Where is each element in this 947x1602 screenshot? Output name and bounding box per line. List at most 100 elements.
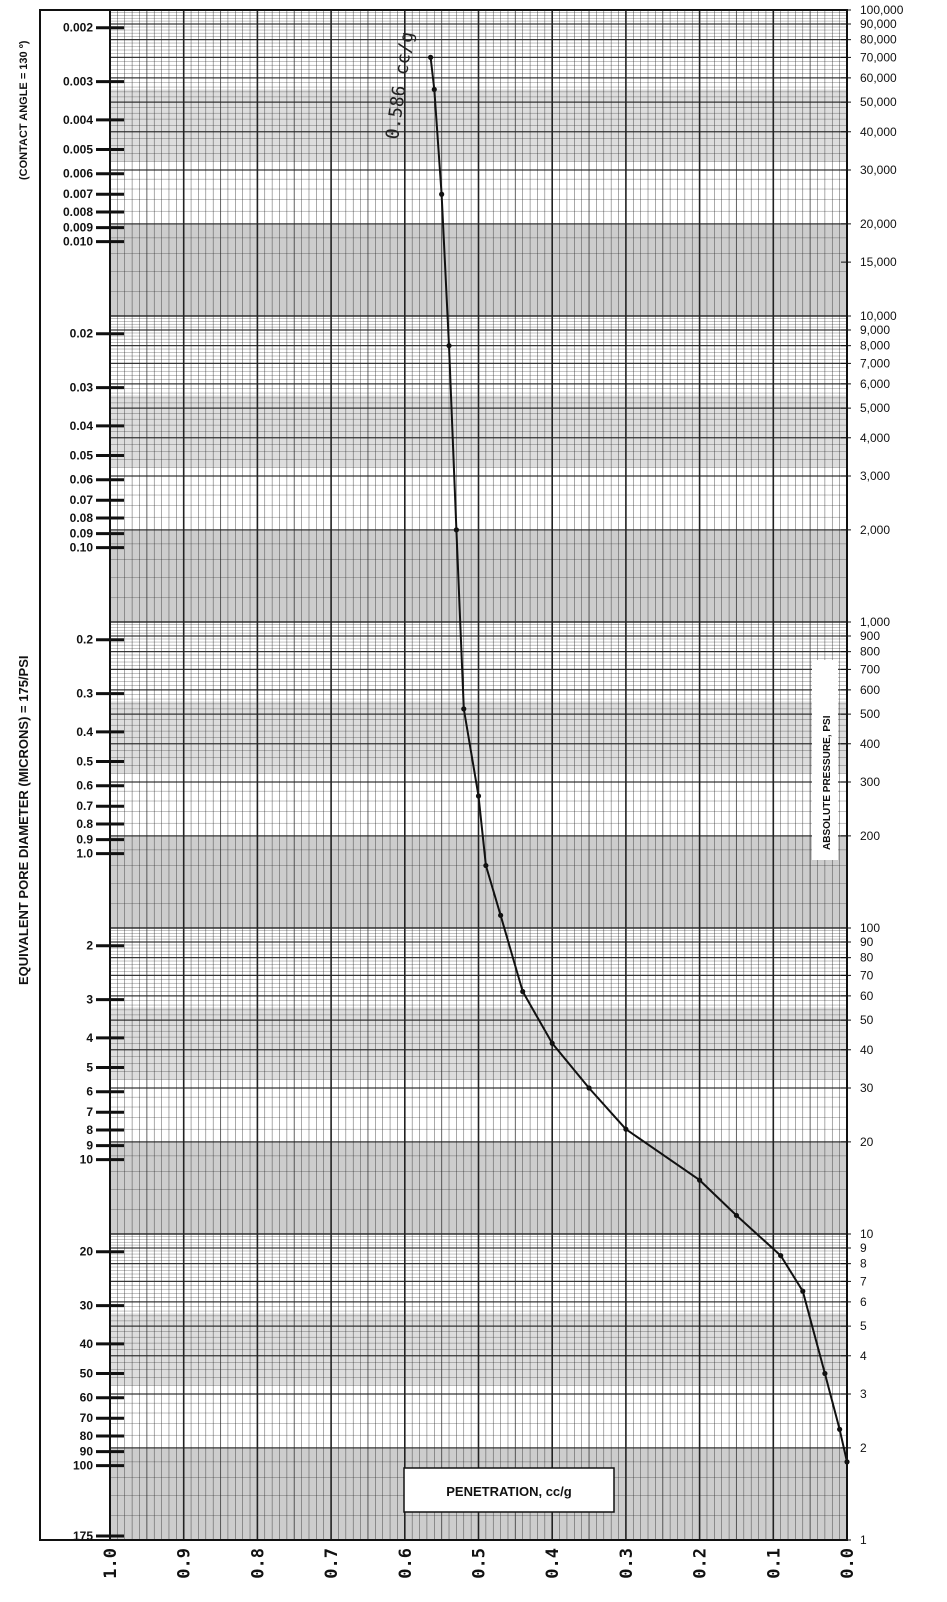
diameter-tick-label: 0.003 xyxy=(63,75,93,89)
diameter-tick-label: 0.08 xyxy=(70,511,94,525)
diameter-tick-label: 80 xyxy=(80,1429,94,1443)
data-point xyxy=(483,862,489,869)
diameter-tick-label: 1.0 xyxy=(76,847,93,861)
pressure-tick-label: 70,000 xyxy=(860,50,897,64)
pressure-tick-label: 900 xyxy=(860,629,880,643)
data-point xyxy=(837,1426,843,1432)
diameter-tick-label: 7 xyxy=(86,1105,93,1119)
data-point xyxy=(800,1288,806,1294)
pressure-tick-label: 100,000 xyxy=(860,3,904,17)
pressure-tick-label: 40,000 xyxy=(860,125,897,139)
data-point xyxy=(844,1459,850,1465)
diameter-tick-label: 70 xyxy=(80,1411,94,1425)
diameter-tick-label: 0.008 xyxy=(63,205,93,219)
pressure-tick-label: 60 xyxy=(860,989,874,1003)
diameter-tick-label: 0.010 xyxy=(63,235,93,249)
pressure-tick-label: 300 xyxy=(860,775,880,789)
penetration-tick-label: 0.3 xyxy=(617,1548,637,1579)
data-point xyxy=(520,988,526,995)
diameter-tick-label: 4 xyxy=(86,1031,93,1045)
pressure-tick-label: 500 xyxy=(860,707,880,721)
diameter-tick-label: 90 xyxy=(80,1445,94,1459)
pressure-tick-label: 90,000 xyxy=(860,17,897,31)
pressure-tick-label: 8 xyxy=(860,1257,867,1271)
penetration-tick-label: 1.0 xyxy=(101,1548,121,1579)
data-point xyxy=(461,706,467,712)
x-title-box xyxy=(403,1467,615,1513)
pressure-tick-label: 1,000 xyxy=(860,615,890,629)
diameter-tick-label: 0.006 xyxy=(63,167,93,181)
diameter-tick-label: 30 xyxy=(80,1299,94,1313)
diameter-tick-label: 60 xyxy=(80,1391,94,1405)
penetration-tick-label: 0.8 xyxy=(248,1548,268,1579)
diameter-tick-label: 6 xyxy=(86,1085,93,1099)
diameter-tick-label: 0.005 xyxy=(63,143,93,157)
right-axis-title: ABSOLUTE PRESSURE, PSI xyxy=(822,715,833,850)
data-point xyxy=(586,1085,592,1091)
pressure-tick-label: 1 xyxy=(860,1533,867,1547)
penetration-tick-label: 0.9 xyxy=(175,1548,195,1579)
diameter-tick-label: 0.7 xyxy=(76,799,93,813)
pressure-tick-label: 4 xyxy=(860,1349,867,1363)
pressure-tick-label: 9,000 xyxy=(860,323,890,337)
penetration-tick-label: 0.1 xyxy=(764,1548,784,1579)
pressure-tick-label: 3,000 xyxy=(860,469,890,483)
diameter-tick-label: 20 xyxy=(80,1245,94,1259)
diameter-tick-label: 0.6 xyxy=(76,779,93,793)
intrusion-curve-layer xyxy=(427,54,850,1465)
data-point xyxy=(439,191,445,197)
pressure-title-box xyxy=(812,660,838,860)
x-axis-title: PENETRATION, cc/g xyxy=(446,1484,572,1499)
diameter-tick-label: 5 xyxy=(86,1061,93,1075)
diameter-tick-label: 0.9 xyxy=(76,833,93,847)
pressure-tick-label: 200 xyxy=(860,829,880,843)
left-axis-title: EQUIVALENT PORE DIAMETER (MICRONS) = 175… xyxy=(16,655,31,985)
diameter-tick-label: 8 xyxy=(86,1123,93,1137)
penetration-tick-label: 0.5 xyxy=(470,1548,490,1579)
pressure-tick-label: 10 xyxy=(860,1227,874,1241)
pressure-tick-label: 80,000 xyxy=(860,33,897,47)
pressure-tick-label: 15,000 xyxy=(860,255,897,269)
pressure-tick-label: 50,000 xyxy=(860,95,897,109)
diameter-tick-label: 100 xyxy=(73,1459,93,1473)
diameter-tick-label: 2 xyxy=(86,939,93,953)
penetration-axis: 1.0 0.9 0.8 0.7 0.6 0.5 0.4 0.3 0.2 0.1 0.0 xyxy=(101,1548,858,1579)
diameter-tick-label: 175 xyxy=(73,1529,93,1543)
diameter-tick-label: 0.2 xyxy=(76,633,93,647)
pressure-tick-label: 5,000 xyxy=(860,401,890,415)
intrusion-curve xyxy=(429,57,848,1463)
contact-angle-note: (CONTACT ANGLE = 130 º) xyxy=(18,40,30,180)
data-point xyxy=(822,1370,828,1377)
pressure-tick-label: 2 xyxy=(860,1441,867,1455)
pressure-tick-label: 60,000 xyxy=(860,71,897,85)
pressure-tick-label: 5 xyxy=(860,1319,867,1333)
diameter-tick-label: 0.002 xyxy=(63,21,93,35)
left-scale-panel xyxy=(39,9,111,1541)
penetration-tick-label: 0.6 xyxy=(396,1548,416,1579)
pressure-tick-label: 4,000 xyxy=(860,431,890,445)
pressure-tick-label: 6,000 xyxy=(860,377,890,391)
diameter-tick-label: 0.02 xyxy=(70,327,94,341)
diameter-tick-label: 0.8 xyxy=(76,817,93,831)
pressure-tick-label: 3 xyxy=(860,1387,867,1401)
data-point xyxy=(446,343,452,349)
diameter-tick-label: 0.007 xyxy=(63,187,93,201)
diameter-tick-label: 0.3 xyxy=(76,687,93,701)
pressure-tick-label: 7,000 xyxy=(860,356,890,370)
data-point xyxy=(778,1252,784,1259)
pressure-tick-label: 6 xyxy=(860,1295,867,1309)
pressure-tick-label: 2,000 xyxy=(860,523,890,537)
data-point xyxy=(549,1040,555,1046)
diameter-tick-label: 0.03 xyxy=(70,381,94,395)
pressure-tick-label: 80 xyxy=(860,951,874,965)
diameter-tick-label: 10 xyxy=(80,1153,94,1167)
pressure-tick-label: 20,000 xyxy=(860,217,897,231)
grid-lines xyxy=(109,9,848,1541)
diameter-tick-label: 9 xyxy=(86,1139,93,1153)
diameter-tick-label: 0.009 xyxy=(63,221,93,235)
pressure-tick-label: 50 xyxy=(860,1013,874,1027)
pressure-tick-label: 9 xyxy=(860,1241,867,1255)
pressure-tick-label: 30 xyxy=(860,1081,874,1095)
diameter-tick-label: 40 xyxy=(80,1337,94,1351)
